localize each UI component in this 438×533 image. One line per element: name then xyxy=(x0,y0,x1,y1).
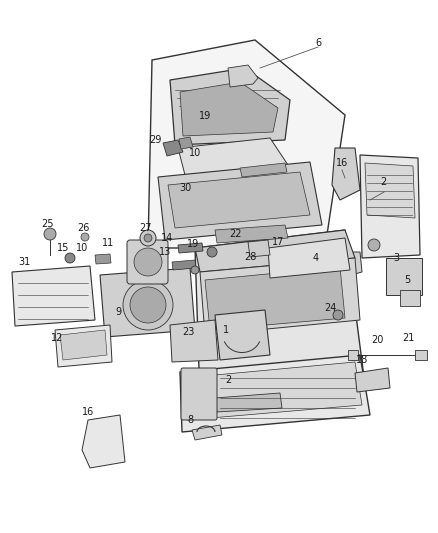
Text: 19: 19 xyxy=(187,239,199,249)
Text: 1: 1 xyxy=(223,325,229,335)
Text: 5: 5 xyxy=(404,275,410,285)
Polygon shape xyxy=(205,267,345,330)
Circle shape xyxy=(191,266,199,274)
Text: 24: 24 xyxy=(324,303,336,313)
Text: 18: 18 xyxy=(356,355,368,365)
Polygon shape xyxy=(215,225,288,243)
Text: 22: 22 xyxy=(229,229,241,239)
Polygon shape xyxy=(168,172,310,228)
Polygon shape xyxy=(215,393,282,412)
Polygon shape xyxy=(163,140,183,156)
Polygon shape xyxy=(338,252,362,278)
Polygon shape xyxy=(180,355,370,432)
Polygon shape xyxy=(365,163,415,218)
Polygon shape xyxy=(228,65,258,87)
Text: 2: 2 xyxy=(380,177,386,187)
Text: 28: 28 xyxy=(244,252,256,262)
Polygon shape xyxy=(55,325,112,367)
Text: 29: 29 xyxy=(149,135,161,145)
Text: 10: 10 xyxy=(76,243,88,253)
Polygon shape xyxy=(192,425,222,440)
Polygon shape xyxy=(183,362,362,420)
Text: 31: 31 xyxy=(18,257,30,267)
Polygon shape xyxy=(215,310,270,360)
Polygon shape xyxy=(12,266,95,326)
Polygon shape xyxy=(180,82,278,136)
Text: 9: 9 xyxy=(115,307,121,317)
Polygon shape xyxy=(268,238,350,278)
Text: 26: 26 xyxy=(77,223,89,233)
Circle shape xyxy=(368,239,380,251)
Text: 13: 13 xyxy=(159,247,171,257)
Polygon shape xyxy=(386,258,422,295)
Text: 17: 17 xyxy=(272,237,284,247)
Polygon shape xyxy=(400,290,420,306)
Text: 12: 12 xyxy=(51,333,63,343)
Text: 25: 25 xyxy=(41,219,53,229)
Text: 10: 10 xyxy=(189,148,201,158)
Circle shape xyxy=(130,287,166,323)
Circle shape xyxy=(134,248,162,276)
Text: 2: 2 xyxy=(225,375,231,385)
Polygon shape xyxy=(170,320,218,362)
Text: 4: 4 xyxy=(313,253,319,263)
Circle shape xyxy=(81,233,89,241)
Polygon shape xyxy=(355,368,390,392)
Circle shape xyxy=(144,234,152,242)
Polygon shape xyxy=(178,138,288,175)
Circle shape xyxy=(140,230,156,246)
Circle shape xyxy=(123,280,173,330)
FancyBboxPatch shape xyxy=(127,240,168,284)
Circle shape xyxy=(44,228,56,240)
Circle shape xyxy=(65,253,75,263)
Text: 16: 16 xyxy=(336,158,348,168)
Polygon shape xyxy=(240,163,287,177)
Polygon shape xyxy=(172,260,196,270)
Polygon shape xyxy=(248,240,270,257)
Polygon shape xyxy=(360,155,420,258)
Polygon shape xyxy=(158,162,322,240)
Text: 8: 8 xyxy=(187,415,193,425)
Polygon shape xyxy=(170,68,290,145)
Text: 23: 23 xyxy=(182,327,194,337)
Text: 14: 14 xyxy=(161,233,173,243)
Circle shape xyxy=(333,310,343,320)
Polygon shape xyxy=(178,243,203,253)
Polygon shape xyxy=(195,230,355,272)
Bar xyxy=(348,350,358,360)
Polygon shape xyxy=(60,330,107,360)
Text: 19: 19 xyxy=(199,111,211,121)
Text: 3: 3 xyxy=(393,253,399,263)
Text: 6: 6 xyxy=(315,38,321,48)
Polygon shape xyxy=(82,415,125,468)
Polygon shape xyxy=(95,254,111,264)
Polygon shape xyxy=(332,148,360,200)
Text: 21: 21 xyxy=(402,333,414,343)
FancyBboxPatch shape xyxy=(181,368,217,420)
Text: 27: 27 xyxy=(139,223,151,233)
Text: 11: 11 xyxy=(102,238,114,248)
Text: 15: 15 xyxy=(57,243,69,253)
Polygon shape xyxy=(195,230,365,400)
Circle shape xyxy=(207,247,217,257)
Bar xyxy=(415,350,427,360)
Polygon shape xyxy=(179,137,193,149)
Text: 20: 20 xyxy=(371,335,383,345)
Polygon shape xyxy=(100,268,195,337)
Text: 16: 16 xyxy=(82,407,94,417)
Text: 30: 30 xyxy=(179,183,191,193)
Polygon shape xyxy=(148,40,345,248)
Polygon shape xyxy=(200,258,360,335)
